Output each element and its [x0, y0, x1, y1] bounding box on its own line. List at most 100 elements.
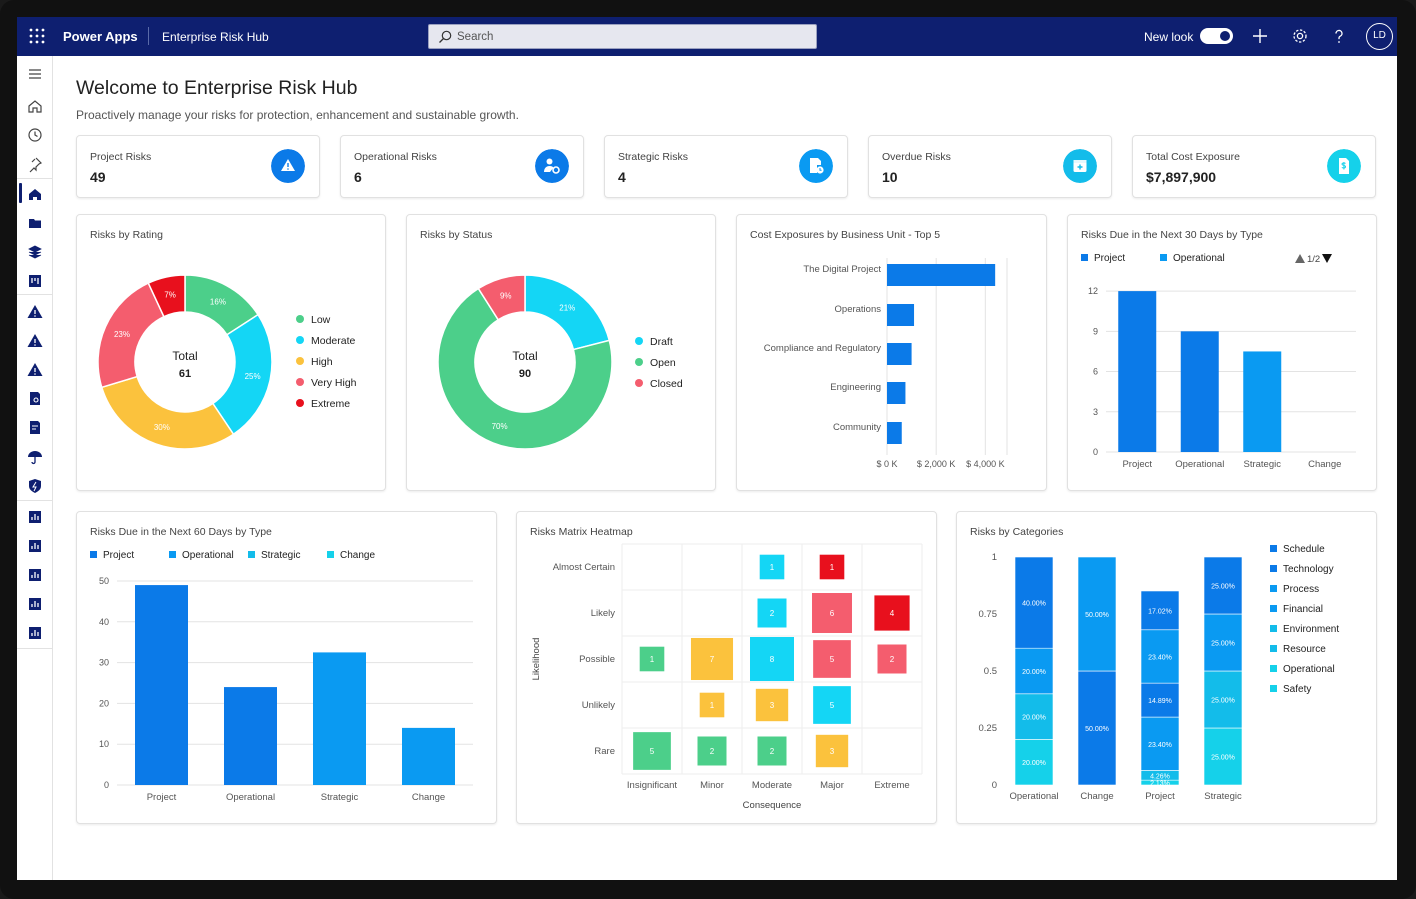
bar: [1243, 351, 1282, 452]
category-label: The Digital Project: [803, 264, 881, 275]
add-icon[interactable]: [1250, 26, 1270, 46]
recent-clock-icon[interactable]: [25, 125, 45, 145]
kpi-label: Overdue Risks: [882, 151, 951, 163]
stack-segment: [1014, 647, 1054, 695]
shield-icon[interactable]: [25, 476, 45, 496]
row-label: Possible: [579, 654, 615, 665]
report-icon[interactable]: [25, 623, 45, 643]
cell-value: 5: [830, 655, 835, 664]
pager-label: 1/2: [1307, 254, 1320, 265]
bar-chart: 0 3 6 9 12 Project Operational Strategic Change P…: [1081, 253, 1356, 470]
document-search-icon[interactable]: [25, 389, 45, 409]
donut-slice: [100, 375, 235, 450]
legend-label: Operational: [1173, 253, 1225, 264]
search-input[interactable]: Search: [428, 24, 817, 49]
row-label: Rare: [594, 746, 615, 757]
kpi-label: Total Cost Exposure: [1146, 151, 1240, 163]
layers-icon[interactable]: [25, 242, 45, 262]
bar-chart: $ 0 K $ 2,000 K $ 4,000 K The Digital Proje…: [764, 258, 1008, 469]
pager-up-icon[interactable]: [1295, 254, 1305, 263]
segment-label: 2.13%: [1150, 781, 1170, 788]
bar: [1180, 331, 1219, 452]
x-axis-title: Consequence: [743, 800, 802, 811]
legend-marker: [296, 315, 304, 323]
stacked-bar-chart: 0 0.25 0.5 0.75 1 20.00% 20.00% 20.00% 40.00% Ope…: [979, 544, 1340, 802]
cell-value: 1: [770, 563, 775, 572]
environment-name[interactable]: Enterprise Risk Hub: [162, 30, 269, 44]
x-tick-label: Strategic: [1244, 459, 1282, 470]
chart-title: Risks Due in the Next 30 Days by Type: [1081, 229, 1263, 241]
home-icon[interactable]: [25, 96, 45, 116]
pin-icon[interactable]: [25, 154, 45, 174]
bar: [135, 585, 188, 785]
document-edit-icon[interactable]: [25, 418, 45, 438]
app-launcher-icon[interactable]: [29, 28, 45, 44]
top-bar: Power Apps Enterprise Risk Hub Search Ne…: [17, 17, 1397, 56]
y-tick-label: 30: [99, 658, 109, 668]
kpi-card-overdue-risks[interactable]: Overdue Risks 10: [868, 135, 1112, 198]
stack-segment: [1140, 590, 1180, 631]
divider: [17, 294, 53, 295]
bar: [887, 304, 915, 326]
kpi-value: 49: [90, 169, 106, 185]
pager-down-icon[interactable]: [1322, 254, 1332, 263]
board-icon[interactable]: [25, 271, 45, 291]
chart-title: Risks by Status: [420, 229, 493, 241]
gear-icon[interactable]: [1290, 26, 1310, 46]
umbrella-icon[interactable]: [25, 447, 45, 467]
legend-label: Extreme: [311, 398, 350, 410]
hamburger-menu-icon[interactable]: [25, 64, 45, 84]
dashboard-home-icon[interactable]: [25, 184, 45, 204]
slice-label: 30%: [154, 423, 170, 432]
cell-value: 2: [770, 747, 775, 756]
warning-icon[interactable]: [25, 360, 45, 380]
help-icon[interactable]: [1329, 26, 1349, 46]
segment-label: 25.00%: [1211, 698, 1235, 705]
heatmap-cell: [699, 692, 725, 718]
chart-title: Cost Exposures by Business Unit - Top 5: [750, 229, 941, 241]
cell-value: 3: [770, 701, 775, 710]
report-icon[interactable]: [25, 594, 45, 614]
donut-chart: 16% 25% 30% 23% 7% Total 61 Low Moderate High Very…: [97, 274, 357, 450]
kpi-card-total-cost-exposure[interactable]: Total Cost Exposure $7,897,900: [1132, 135, 1376, 198]
segment-label: 20.00%: [1022, 715, 1046, 722]
kpi-card-operational-risks[interactable]: Operational Risks 6: [340, 135, 584, 198]
warning-icon[interactable]: [25, 302, 45, 322]
chart-title: Risks by Categories: [970, 526, 1064, 538]
heatmap-cell: [819, 554, 845, 580]
legend-label: Resource: [1283, 644, 1326, 655]
stack-segment: [1140, 682, 1180, 718]
segment-label: 25.00%: [1211, 584, 1235, 591]
app-name[interactable]: Power Apps: [63, 29, 138, 44]
heatmap-cell: [877, 644, 907, 674]
y-tick-label: 3: [1093, 407, 1098, 417]
avatar[interactable]: LD: [1366, 23, 1393, 50]
page-subtitle: Proactively manage your risks for protec…: [76, 108, 519, 122]
x-tick-label: Operational: [1175, 459, 1224, 470]
col-label: Minor: [700, 780, 724, 791]
new-look-label: New look: [1144, 30, 1194, 44]
report-icon[interactable]: [25, 565, 45, 585]
folder-icon[interactable]: [25, 213, 45, 233]
bar-chart: 0 10 20 30 40 50 Project Operational Strategic Ch…: [90, 550, 473, 803]
y-tick-label: 10: [99, 739, 109, 749]
cell-value: 3: [830, 747, 835, 756]
legend-marker: [296, 336, 304, 344]
donut-center-value: 90: [519, 368, 531, 380]
report-icon[interactable]: [25, 507, 45, 527]
kpi-card-project-risks[interactable]: Project Risks 49: [76, 135, 320, 198]
legend-label: High: [311, 356, 333, 368]
report-icon[interactable]: [25, 536, 45, 556]
heatmap-cell: [874, 595, 910, 631]
legend-label: Project: [103, 550, 134, 561]
heatmap-cell: [639, 646, 665, 672]
kpi-card-strategic-risks[interactable]: Strategic Risks 4: [604, 135, 848, 198]
legend-marker: [635, 337, 643, 345]
document-dollar-icon: [1327, 149, 1361, 183]
warning-icon[interactable]: [25, 331, 45, 351]
legend-label: Moderate: [311, 335, 356, 347]
donut-chart: 21% 70% 9% Total 90 Draft Open Closed: [437, 274, 683, 450]
y-tick-label: 40: [99, 617, 109, 627]
new-look-toggle[interactable]: [1200, 28, 1233, 44]
heatmap-cell: [813, 640, 851, 678]
